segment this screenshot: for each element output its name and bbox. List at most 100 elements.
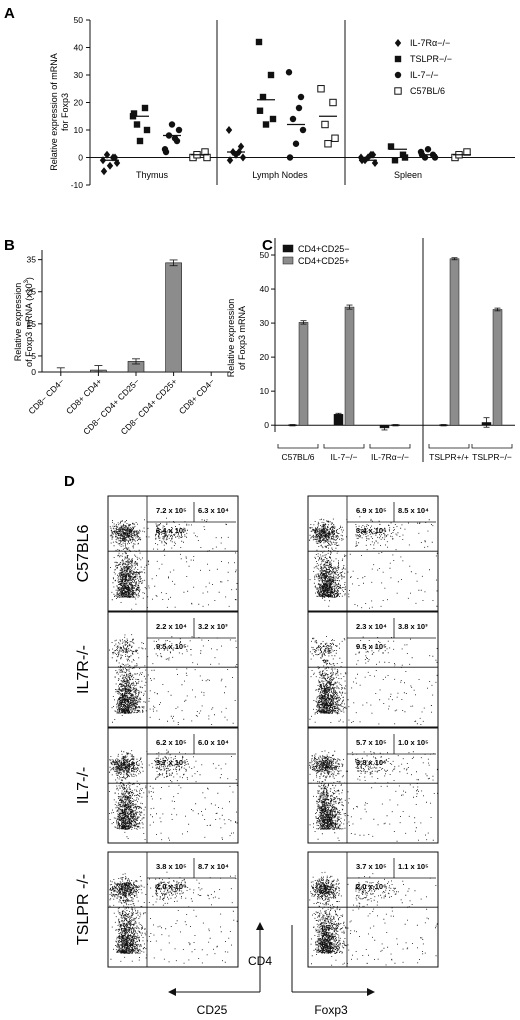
panel-a-point xyxy=(321,120,329,129)
flow-count-upper-right: 3.7 x 10⁵ xyxy=(356,862,387,871)
panel-c-legend-label: CD4+CD25− xyxy=(298,244,350,254)
flow-count-far-right: 1.1 x 10⁵ xyxy=(398,862,429,871)
panel-c-category-bracket xyxy=(369,444,411,449)
panel-a-legend-marker xyxy=(394,71,402,79)
panel-a-point xyxy=(295,104,303,112)
panel-a-point xyxy=(168,121,176,128)
panel-a-point xyxy=(225,126,233,134)
panel-a-point xyxy=(106,161,114,170)
panel-a-y-tick-label: 0 xyxy=(78,153,83,163)
flow-plot: 5.7 x 10⁵ 1.0 x 10⁵ 3.8 x 10⁶ xyxy=(307,727,439,844)
panel-c-legend-label: CD4+CD25+ xyxy=(298,256,350,266)
flow-count-upper-right: 2.3 x 10⁴ xyxy=(356,622,387,631)
panel-a-point xyxy=(256,107,264,114)
panel-c-x-tick-label: TSLPR−/− xyxy=(472,452,512,462)
flow-dots xyxy=(109,749,238,841)
cd4-arrow-head xyxy=(256,922,264,930)
panel-c-legend-swatch xyxy=(282,256,294,265)
panel-a-legend-label: IL-7Rα−/− xyxy=(410,38,450,48)
panel-a-point xyxy=(130,110,138,117)
panel-a-point xyxy=(109,153,117,162)
panel-c-y-tick-label: 40 xyxy=(260,284,270,294)
panel-c-y-label-line2: of Foxp3 mRNA xyxy=(237,306,247,370)
panel-a-point xyxy=(331,134,339,142)
panel-c-category-bracket xyxy=(323,444,365,449)
panel-a-legend-marker xyxy=(394,55,402,63)
panel-b-y-axis-label: Relative expression of Foxp3 mRNA (x103) xyxy=(13,277,34,367)
flow-count-upper-left: 9.5 x 10⁵ xyxy=(156,642,187,651)
panel-a-y-label-line1: Relative expression of mRNA xyxy=(49,53,59,171)
panel-a-chart: Relative expression of mRNA for Foxp3 -1… xyxy=(49,15,515,190)
panel-b-y-tick-label: 25 xyxy=(27,287,37,297)
panel-a-point xyxy=(401,154,409,161)
panel-c-bar xyxy=(492,309,503,426)
panel-a-y-tick-label: 10 xyxy=(74,125,84,135)
panel-a-point xyxy=(286,154,294,161)
panel-letter-d: D xyxy=(64,473,75,490)
panel-a-point xyxy=(292,140,300,147)
panel-a-legend-label: C57BL/6 xyxy=(410,86,445,96)
flow-dots xyxy=(109,871,238,964)
panel-a-point xyxy=(113,159,121,167)
panel-a-point xyxy=(371,159,379,167)
flow-count-upper-left: 9.5 x 10⁵ xyxy=(356,642,387,651)
panel-a-legend-marker xyxy=(394,87,402,95)
panel-c-bar xyxy=(344,306,355,426)
panel-c-legend-swatch xyxy=(282,244,294,253)
flow-dots xyxy=(109,634,238,725)
panel-a-legend-label: TSLPR−/− xyxy=(410,54,452,64)
flow-dots xyxy=(309,636,438,725)
panel-a-legend-marker xyxy=(394,39,402,47)
panel-b-y-tick-label: 5 xyxy=(31,351,36,361)
genotype-label: TSLPR -/- xyxy=(75,874,92,945)
panel-a-y-tick-label: 40 xyxy=(74,43,84,53)
flow-count-upper-right: 6.2 x 10⁵ xyxy=(156,738,187,747)
panel-c-chart: Relative expression of Foxp3 mRNA 0 10 20 3… xyxy=(226,238,515,462)
panel-a-point xyxy=(226,156,234,165)
flow-count-far-right: 8.5 x 10⁴ xyxy=(398,506,429,515)
flow-count-upper-left: 3.4 x 10⁶ xyxy=(156,526,187,535)
panel-b-x-tick-label: CD8+ CD4− xyxy=(177,376,217,416)
genotype-label: C57BL6 xyxy=(75,524,92,582)
panel-c-category-bracket xyxy=(471,444,513,449)
panel-b-y-tick-label: 0 xyxy=(31,367,36,377)
panel-a-group-label: Spleen xyxy=(394,170,422,180)
panel-c-category-bracket xyxy=(428,444,470,449)
panel-a-point xyxy=(329,98,337,107)
flow-plot: 6.9 x 10⁵ 8.5 x 10⁴ 3.4 x 10⁶ xyxy=(307,495,439,612)
panel-a-y-tick-label: 30 xyxy=(74,70,84,80)
panel-a-point xyxy=(255,38,263,46)
flow-plot: 2.3 x 10⁴ 3.8 x 10³ 9.5 x 10⁵ xyxy=(307,611,439,728)
panel-a-point xyxy=(162,148,170,156)
flow-count-upper-left: 3.4 x 10⁶ xyxy=(356,526,387,535)
panel-a-point xyxy=(133,121,141,128)
panel-b-bar xyxy=(165,262,182,373)
panel-a-point xyxy=(285,69,293,76)
flow-count-upper-right: 2.2 x 10⁴ xyxy=(156,622,187,631)
flow-plot-frame xyxy=(107,495,239,612)
panel-c-bar xyxy=(333,414,344,426)
panel-a-point xyxy=(103,150,111,159)
genotype-label: IL7-/- xyxy=(75,767,92,804)
panel-a-point xyxy=(171,135,179,142)
panel-c-y-tick-label: 50 xyxy=(260,250,270,260)
flow-plot: 3.7 x 10⁵ 1.1 x 10⁵ 2.0 x 10⁶ xyxy=(307,851,439,968)
panel-c-y-tick-label: 10 xyxy=(260,386,270,396)
cd25-axis-label: CD25 xyxy=(197,1003,228,1017)
flow-count-upper-left: 2.0 x 10⁶ xyxy=(156,882,187,891)
panel-c-x-tick-label: IL-7Rα−/− xyxy=(371,452,409,462)
panel-c-bar xyxy=(298,322,309,426)
flow-count-upper-left: 3.7 x 10⁶ xyxy=(156,758,187,767)
panel-a-point xyxy=(141,104,149,112)
panel-b-y-tick-label: 35 xyxy=(27,255,37,265)
foxp3-axis-label: Foxp3 xyxy=(314,1003,348,1017)
flow-plot: 7.2 x 10⁵ 6.3 x 10⁴ 3.4 x 10⁶ xyxy=(107,495,239,612)
panel-a-point xyxy=(324,140,332,148)
panel-c-category-bracket xyxy=(277,444,319,449)
panel-c-y-tick-label: 30 xyxy=(260,318,270,328)
panel-a-point xyxy=(267,71,275,79)
flow-count-upper-right: 7.2 x 10⁵ xyxy=(156,506,187,515)
panel-a-point xyxy=(431,154,439,161)
panel-a-group-label: Lymph Nodes xyxy=(252,170,308,180)
